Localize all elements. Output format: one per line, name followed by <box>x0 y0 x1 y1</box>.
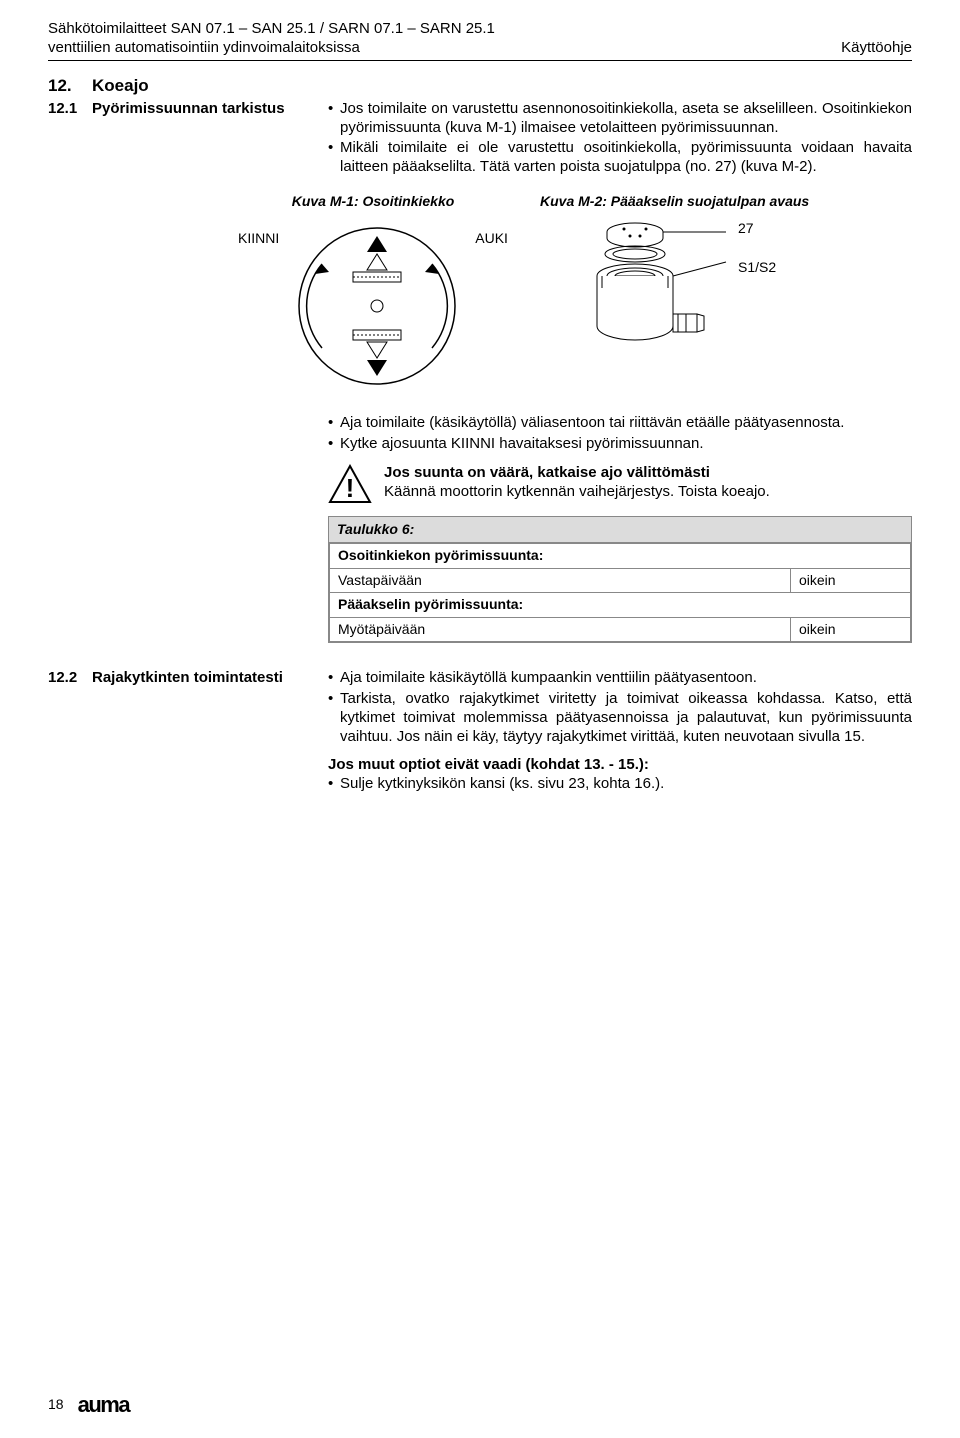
subsection-12-2: 12.2 Rajakytkinten toimintatesti Aja toi… <box>48 669 912 796</box>
figures-row: Kuva M-1: Osoitinkiekko KIINNI <box>218 193 912 397</box>
table-cell: oikein <box>791 568 911 593</box>
bullet-list: Sulje kytkinyksikön kansi (ks. sivu 23, … <box>328 775 912 794</box>
warning-box: ! Jos suunta on väärä, katkaise ajo väli… <box>328 464 912 504</box>
bullet-item: Kytke ajosuunta KIINNI havaitaksesi pyör… <box>328 435 912 454</box>
warning-icon: ! <box>328 464 372 504</box>
bullet-list: Aja toimilaite käsikäytöllä kumpaankin v… <box>328 669 912 746</box>
table-cell: Myötäpäivään <box>330 617 791 642</box>
callout-27: 27 <box>738 216 754 241</box>
table-header: Osoitinkiekon pyörimissuunta: <box>330 544 911 569</box>
mid-content: Aja toimilaite (käsikäytöllä) väliasento… <box>328 414 912 643</box>
subsection-title: Rajakytkinten toimintatesti <box>92 669 283 796</box>
dial-indicator-icon <box>287 216 467 396</box>
section-title: Koeajo <box>92 75 149 96</box>
shaft-cover-icon <box>540 216 730 366</box>
subsection-number: 12.2 <box>48 669 82 796</box>
header-line2: venttiilien automatisointiin ydinvoimala… <box>48 39 495 58</box>
figure-caption: Kuva M-1: Osoitinkiekko <box>218 193 528 211</box>
bullet-list: Jos toimilaite on varustettu asennonosoi… <box>328 100 912 177</box>
table-title: Taulukko 6: <box>329 517 911 544</box>
page-number: 18 <box>48 1396 64 1414</box>
bullet-item: Aja toimilaite (käsikäytöllä) väliasento… <box>328 414 912 433</box>
subsection-title: Pyörimissuunnan tarkistus <box>92 100 285 179</box>
figure-callouts: 27 S1/S2 <box>738 216 776 280</box>
callout-s1s2: S1/S2 <box>738 255 776 280</box>
subsection-number: 12.1 <box>48 100 82 179</box>
bullet-item: Mikäli toimilaite ei ole varustettu osoi… <box>328 139 912 177</box>
section-12: 12. Koeajo <box>48 75 912 96</box>
brand-logo: auma <box>78 1391 129 1419</box>
table-6: Taulukko 6: Osoitinkiekon pyörimissuunta… <box>328 516 912 644</box>
header-line1: Sähkötoimilaitteet SAN 07.1 – SAN 25.1 /… <box>48 20 495 39</box>
figure-m1: Kuva M-1: Osoitinkiekko KIINNI <box>218 193 528 397</box>
table-cell: oikein <box>791 617 911 642</box>
bullet-item: Jos toimilaite on varustettu asennonosoi… <box>328 100 912 138</box>
warning-text: Käännä moottorin kytkennän vaihejärjesty… <box>384 483 912 502</box>
section-number: 12. <box>48 75 82 96</box>
warning-bold: Jos suunta on väärä, katkaise ajo välitt… <box>384 464 912 483</box>
header-right: Käyttöohje <box>841 39 912 58</box>
label-auki: AUKI <box>475 230 508 248</box>
table-header: Pääakselin pyörimissuunta: <box>330 593 911 618</box>
bullet-item: Aja toimilaite käsikäytöllä kumpaankin v… <box>328 669 912 688</box>
label-kiinni: KIINNI <box>238 230 279 248</box>
subsection-12-1: 12.1 Pyörimissuunnan tarkistus Jos toimi… <box>48 100 912 179</box>
bullet-list: Aja toimilaite (käsikäytöllä) väliasento… <box>328 414 912 454</box>
figure-m2: Kuva M-2: Pääakselin suojatulpan avaus <box>540 193 850 397</box>
header-left: Sähkötoimilaitteet SAN 07.1 – SAN 25.1 /… <box>48 20 495 58</box>
bullet-item: Tarkista, ovatko rajakytkimet viritetty … <box>328 690 912 746</box>
bold-line: Jos muut optiot eivät vaadi (kohdat 13. … <box>328 756 912 775</box>
bullet-item: Sulje kytkinyksikön kansi (ks. sivu 23, … <box>328 775 912 794</box>
page-header: Sähkötoimilaitteet SAN 07.1 – SAN 25.1 /… <box>48 20 912 61</box>
table-cell: Vastapäivään <box>330 568 791 593</box>
figure-caption: Kuva M-2: Pääakselin suojatulpan avaus <box>540 193 850 211</box>
page-footer: 18 auma <box>48 1391 129 1419</box>
svg-text:!: ! <box>346 473 355 503</box>
